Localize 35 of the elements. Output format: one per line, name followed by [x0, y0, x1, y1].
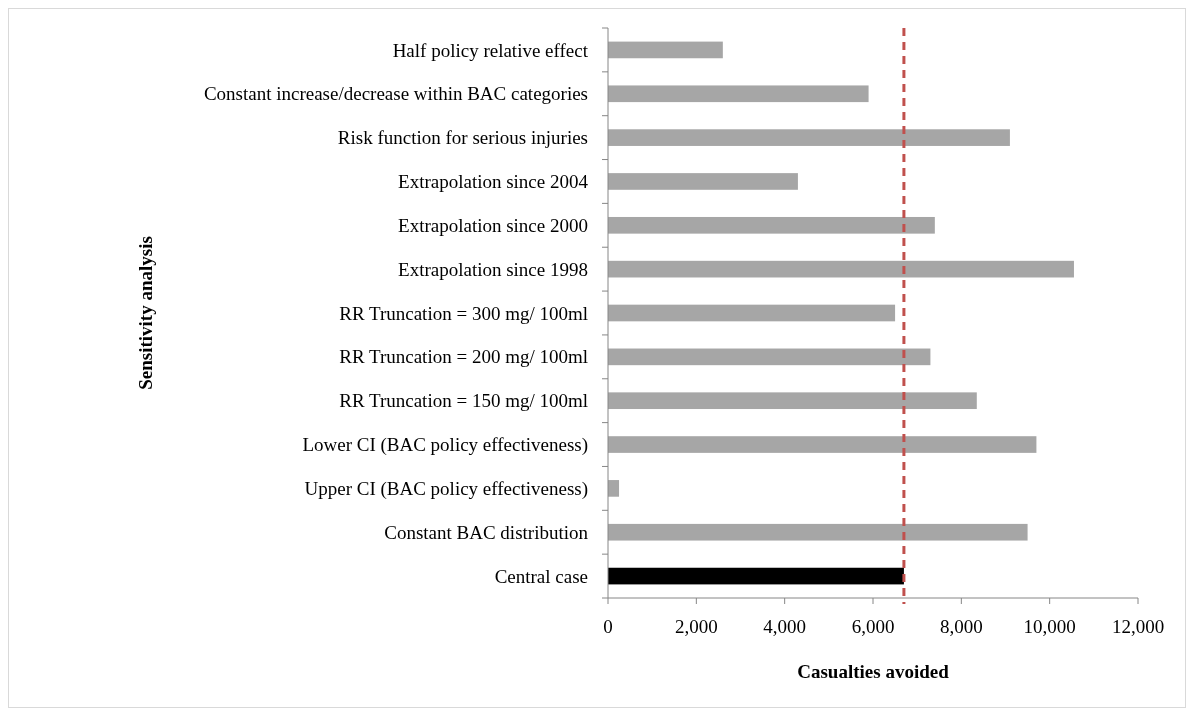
- x-tick-label: 12,000: [1111, 616, 1165, 637]
- bar: [608, 260, 1074, 278]
- y-tick-label: Constant increase/decrease within BAC categories: [203, 83, 588, 105]
- y-tick-label: Lower CI (BAC policy effectiveness): [302, 434, 588, 457]
- y-tick-label: Extrapolation since 2004: [398, 171, 589, 193]
- bar: [608, 523, 1028, 541]
- x-tick-label: 6,000: [851, 616, 895, 637]
- x-tick-label: 2,000: [674, 616, 718, 637]
- bar: [608, 216, 935, 234]
- y-tick-label: Upper CI (BAC policy effectiveness): [304, 478, 588, 501]
- bar: [608, 41, 723, 59]
- y-tick-label: RR Truncation = 300 mg/ 100ml: [339, 302, 588, 324]
- y-axis-title: Sensitivity analysis: [135, 236, 157, 390]
- bar: [608, 480, 620, 497]
- y-tick-label: Half policy relative effect: [392, 39, 589, 61]
- y-tick-label: RR Truncation = 200 mg/ 100ml: [339, 346, 588, 368]
- y-tick-label: Extrapolation since 2000: [398, 214, 588, 236]
- x-tick-label: 8,000: [939, 616, 983, 637]
- y-tick-label: Risk function for serious injuries: [337, 127, 588, 149]
- bar: [608, 392, 977, 410]
- bar: [608, 348, 931, 366]
- bar: [608, 129, 1010, 146]
- x-axis-title: Casualties avoided: [797, 661, 950, 682]
- y-tick-label: Constant BAC distribution: [384, 521, 589, 543]
- bar: [608, 304, 896, 322]
- y-tick-label: Extrapolation since 1998: [398, 258, 588, 280]
- x-tick-label: 0: [603, 616, 613, 637]
- bar: [608, 436, 1037, 453]
- x-tick-label: 4,000: [763, 616, 807, 637]
- bar: [608, 85, 869, 103]
- y-tick-label: RR Truncation = 150 mg/ 100ml: [339, 390, 588, 412]
- y-tick-label: Central case: [494, 565, 588, 587]
- bar: [608, 567, 904, 585]
- x-tick-label: 10,000: [1023, 616, 1076, 637]
- bar: [608, 173, 798, 190]
